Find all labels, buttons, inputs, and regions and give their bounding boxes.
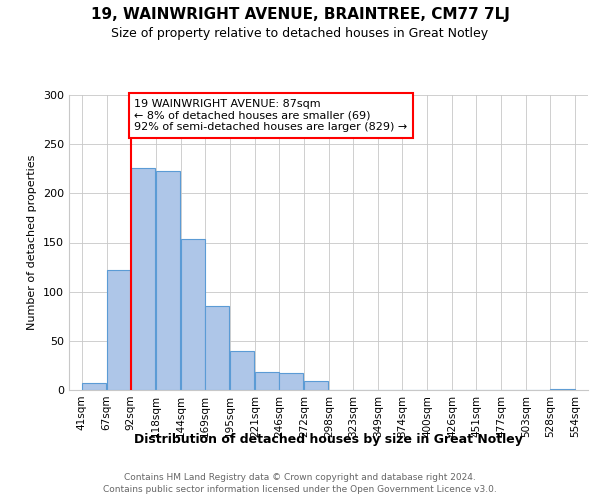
Bar <box>304 381 328 390</box>
Text: Contains public sector information licensed under the Open Government Licence v3: Contains public sector information licen… <box>103 485 497 494</box>
Bar <box>155 170 180 390</box>
Bar <box>107 270 131 390</box>
Bar <box>255 372 279 390</box>
Text: 19 WAINWRIGHT AVENUE: 87sqm
← 8% of detached houses are smaller (69)
92% of semi: 19 WAINWRIGHT AVENUE: 87sqm ← 8% of deta… <box>134 99 408 132</box>
Bar <box>82 383 106 390</box>
Bar <box>205 306 229 390</box>
Bar <box>230 350 254 390</box>
Text: Distribution of detached houses by size in Great Notley: Distribution of detached houses by size … <box>134 432 523 446</box>
Bar <box>550 389 575 390</box>
Bar <box>181 238 205 390</box>
Bar <box>131 168 155 390</box>
Text: Contains HM Land Registry data © Crown copyright and database right 2024.: Contains HM Land Registry data © Crown c… <box>124 472 476 482</box>
Text: Size of property relative to detached houses in Great Notley: Size of property relative to detached ho… <box>112 28 488 40</box>
Bar <box>279 374 303 390</box>
Text: 19, WAINWRIGHT AVENUE, BRAINTREE, CM77 7LJ: 19, WAINWRIGHT AVENUE, BRAINTREE, CM77 7… <box>91 8 509 22</box>
Y-axis label: Number of detached properties: Number of detached properties <box>28 155 37 330</box>
